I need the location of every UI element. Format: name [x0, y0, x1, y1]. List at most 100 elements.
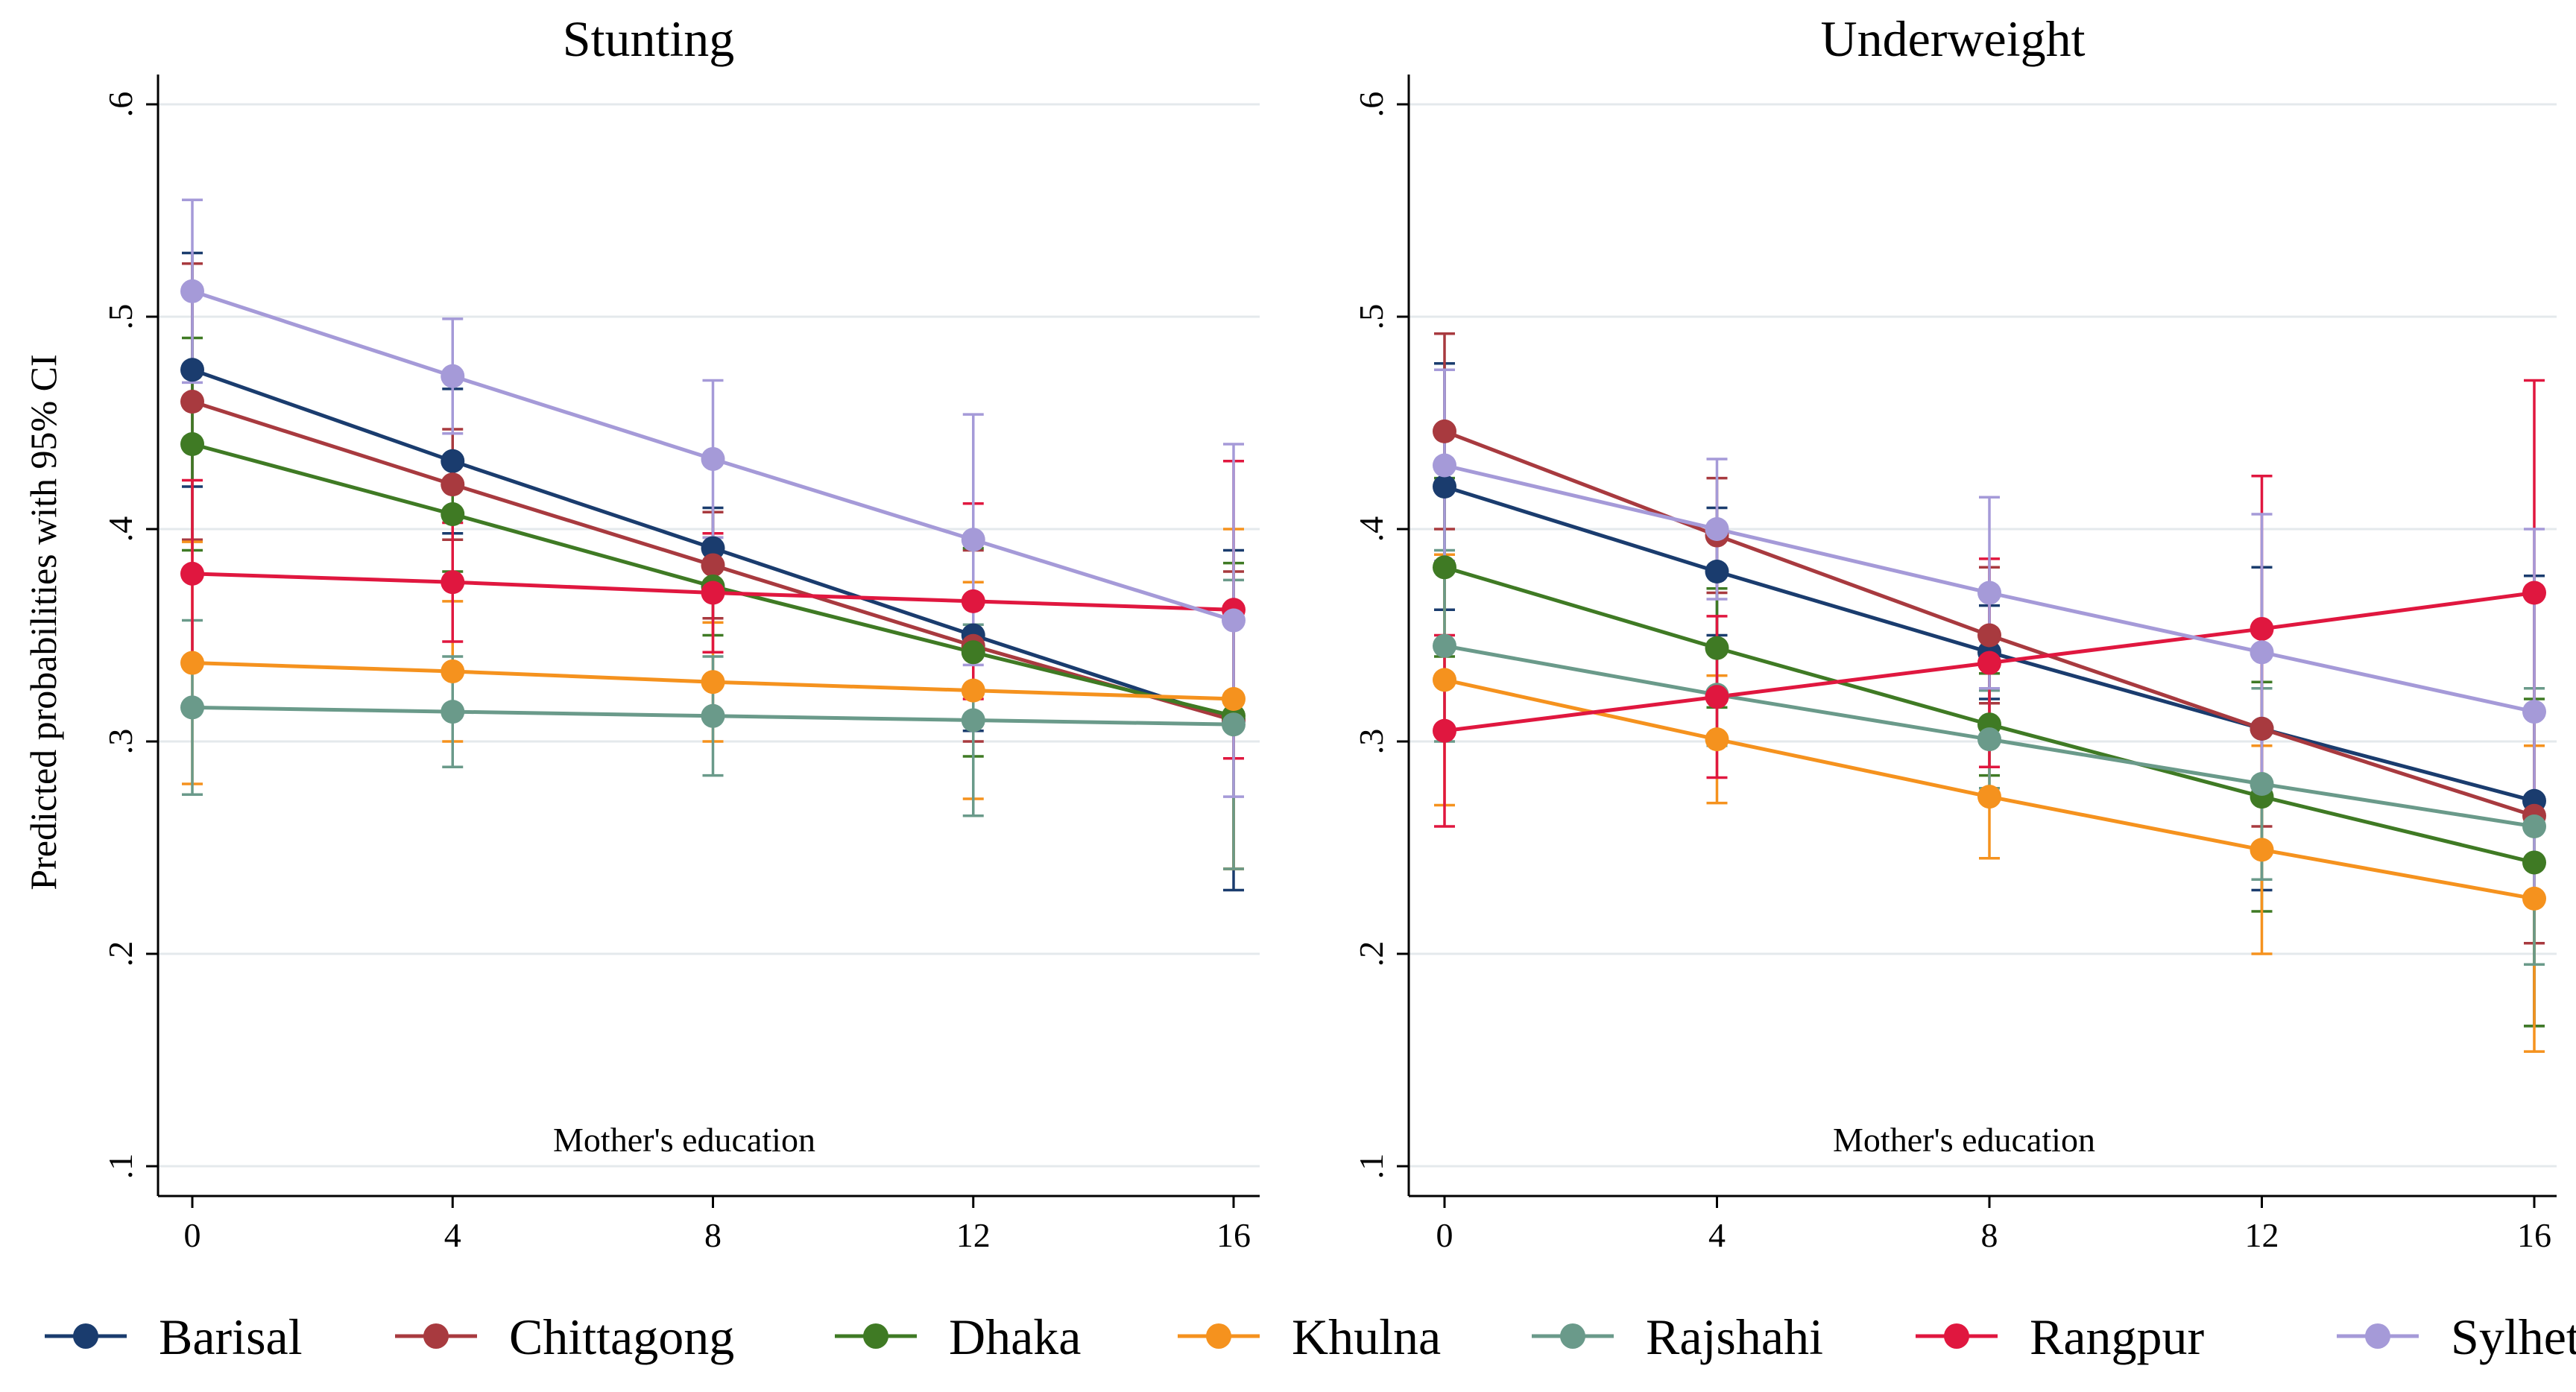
point-underweight-sylhet: [1705, 517, 1729, 541]
point-stunting-rajshahi: [961, 708, 985, 733]
legend-label-rangpur: Rangpur: [2030, 1309, 2205, 1365]
x-tick-label-underweight: 8: [1981, 1216, 1998, 1254]
point-underweight-chittagong: [2250, 716, 2274, 741]
legend-marker-sylhet: [2365, 1323, 2390, 1349]
point-underweight-rangpur: [2522, 580, 2546, 605]
point-underweight-chittagong: [1977, 623, 2001, 648]
legend-label-dhaka: Dhaka: [949, 1309, 1081, 1365]
point-underweight-rajshahi: [2522, 814, 2546, 838]
point-underweight-rangpur: [1433, 718, 1456, 743]
point-stunting-rajshahi: [1222, 712, 1246, 737]
point-underweight-dhaka: [2522, 850, 2546, 875]
panel-stunting: .1 .2 .3 .4 .5 .6 0 4 8 12 16 Stunting Mother's educ…: [101, 10, 1260, 1254]
legend-marker-dhaka: [863, 1323, 888, 1349]
y-tick-label-stunting: .6: [101, 92, 139, 118]
y-tick-label-stunting: .5: [101, 304, 139, 330]
legend-label-barisal: Barisal: [159, 1309, 303, 1365]
panel-title-stunting: Stunting: [563, 10, 735, 67]
panel-underweight: .1 .2 .3 .4 .5 .6 0 4 8 12 16 Underweight Mother's e…: [1352, 10, 2557, 1254]
point-stunting-dhaka: [961, 640, 985, 665]
y-tick-label-underweight: .3: [1352, 729, 1390, 755]
x-tick-label-stunting: 8: [704, 1216, 722, 1254]
point-underweight-sylhet: [2250, 640, 2274, 665]
point-stunting-sylhet: [1222, 608, 1246, 633]
point-underweight-barisal: [1705, 560, 1729, 583]
x-tick-label-stunting: 16: [1216, 1216, 1251, 1254]
legend: Barisal Chittagong Dhaka Khulna Rajshahi Rang…: [45, 1309, 2576, 1365]
point-underweight-chittagong: [1433, 419, 1456, 443]
point-underweight-dhaka: [1705, 636, 1729, 660]
point-stunting-khulna: [1222, 687, 1246, 711]
point-stunting-sylhet: [180, 279, 204, 303]
point-stunting-chittagong: [701, 553, 725, 578]
inner-x-label-stunting: Mother's education: [553, 1121, 815, 1159]
legend-label-sylhet: Sylhet: [2451, 1309, 2576, 1365]
point-stunting-rangpur: [701, 580, 725, 605]
point-stunting-rangpur: [180, 561, 204, 586]
point-underweight-rajshahi: [1977, 727, 2001, 752]
point-stunting-barisal: [701, 536, 725, 560]
y-tick-label-underweight: .1: [1352, 1154, 1390, 1180]
point-stunting-khulna: [441, 659, 465, 683]
point-stunting-rajshahi: [180, 695, 204, 720]
point-underweight-khulna: [2522, 886, 2546, 911]
point-underweight-sylhet: [1433, 453, 1456, 478]
point-underweight-khulna: [1433, 668, 1456, 692]
point-underweight-sylhet: [2522, 700, 2546, 724]
point-stunting-sylhet: [441, 364, 465, 388]
y-tick-label-underweight: .4: [1352, 516, 1390, 542]
y-axis-label: Predicted probabilities with 95% CI: [22, 354, 64, 890]
point-underweight-rangpur: [1977, 651, 2001, 675]
legend-label-khulna: Khulna: [1292, 1309, 1441, 1365]
legend-label-rajshahi: Rajshahi: [1646, 1309, 1823, 1365]
point-underweight-sylhet: [1977, 580, 2001, 605]
point-underweight-rajshahi: [1433, 633, 1456, 658]
x-tick-label-stunting: 12: [956, 1216, 991, 1254]
x-tick-label-underweight: 16: [2517, 1216, 2551, 1254]
point-underweight-khulna: [2250, 838, 2274, 862]
point-stunting-chittagong: [441, 472, 465, 497]
legend-marker-barisal: [73, 1323, 98, 1349]
point-stunting-sylhet: [961, 528, 985, 552]
x-tick-label-stunting: 4: [444, 1216, 461, 1254]
point-underweight-rangpur: [2250, 616, 2274, 641]
point-stunting-rajshahi: [701, 703, 725, 728]
legend-marker-khulna: [1206, 1323, 1231, 1349]
y-tick-label-stunting: .2: [101, 941, 139, 967]
x-tick-label-underweight: 0: [1436, 1216, 1453, 1254]
point-underweight-barisal: [1433, 475, 1456, 499]
point-stunting-rangpur: [441, 570, 465, 595]
point-stunting-rangpur: [961, 589, 985, 613]
point-stunting-dhaka: [180, 432, 204, 456]
x-tick-label-underweight: 12: [2245, 1216, 2279, 1254]
y-tick-label-underweight: .5: [1352, 304, 1390, 330]
y-tick-label-stunting: .3: [101, 729, 139, 755]
x-tick-label-stunting: 0: [184, 1216, 201, 1254]
x-tick-label-underweight: 4: [1708, 1216, 1726, 1254]
point-underweight-rangpur: [1705, 685, 1729, 709]
legend-marker-rangpur: [1944, 1323, 1969, 1349]
point-stunting-rajshahi: [441, 700, 465, 724]
point-stunting-dhaka: [441, 502, 465, 527]
inner-x-label-underweight: Mother's education: [1833, 1121, 2095, 1159]
point-underweight-khulna: [1705, 727, 1729, 752]
y-tick-label-stunting: .4: [101, 516, 139, 542]
y-tick-label-underweight: .2: [1352, 941, 1390, 967]
point-underweight-khulna: [1977, 785, 2001, 809]
y-tick-label-stunting: .1: [101, 1154, 139, 1180]
legend-label-chittagong: Chittagong: [509, 1309, 734, 1365]
point-stunting-barisal: [180, 358, 204, 382]
point-underweight-rajshahi: [2250, 772, 2274, 796]
point-stunting-chittagong: [180, 390, 204, 414]
y-axis-label-group: Predicted probabilities with 95% CI: [22, 354, 64, 890]
point-stunting-khulna: [701, 670, 725, 695]
y-tick-label-underweight: .6: [1352, 92, 1390, 118]
point-underweight-dhaka: [1433, 555, 1456, 580]
point-stunting-barisal: [441, 449, 465, 473]
panel-title-underweight: Underweight: [1820, 10, 2085, 67]
legend-marker-rajshahi: [1560, 1323, 1585, 1349]
legend-marker-chittagong: [423, 1323, 449, 1349]
point-stunting-khulna: [180, 651, 204, 675]
point-stunting-sylhet: [701, 446, 725, 471]
